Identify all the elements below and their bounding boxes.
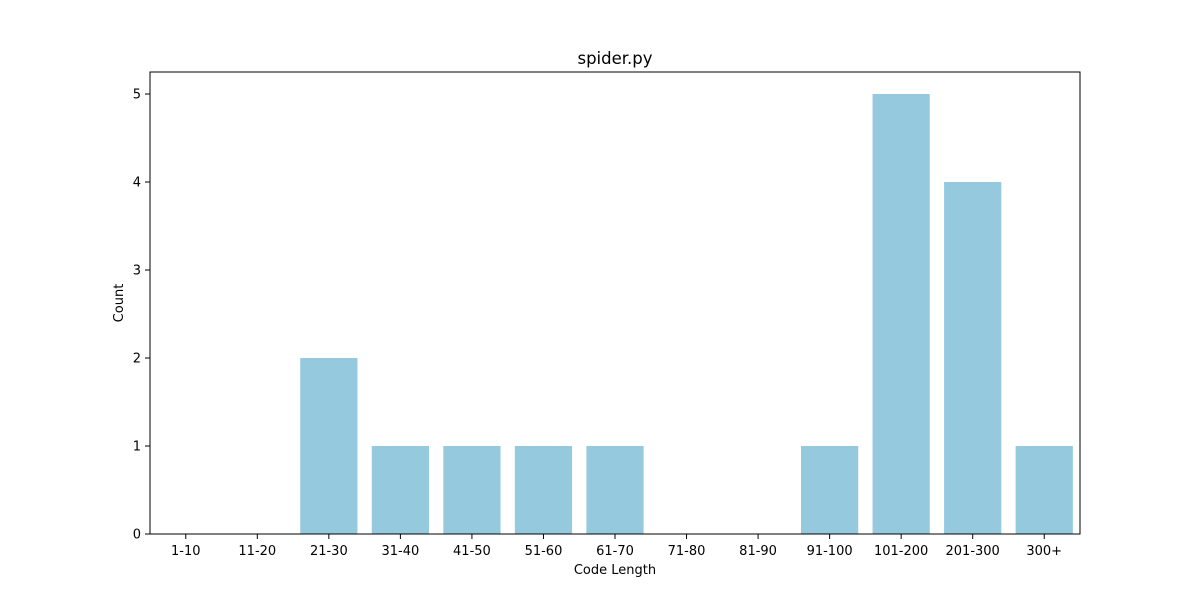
x-tick-label: 71-80 — [668, 544, 706, 559]
x-axis-label: Code Length — [574, 563, 656, 578]
x-tick-label: 31-40 — [381, 544, 419, 559]
x-tick-label: 300+ — [1026, 544, 1062, 559]
x-tick-label: 91-100 — [807, 544, 853, 559]
y-axis-label: Count — [112, 284, 127, 323]
y-tick-label: 3 — [133, 264, 141, 279]
x-tick-label: 81-90 — [739, 544, 777, 559]
bar-21-30 — [300, 358, 358, 534]
bar-91-100 — [801, 446, 859, 534]
y-tick-label: 2 — [133, 352, 141, 367]
bar-61-70 — [586, 446, 644, 534]
bars-group — [300, 94, 1073, 534]
y-tick-label: 1 — [133, 440, 141, 455]
y-tick-label: 4 — [133, 176, 141, 191]
x-tick-label: 101-200 — [874, 544, 928, 559]
y-tick-label: 0 — [133, 528, 141, 543]
x-tick-label: 1-10 — [171, 544, 201, 559]
x-tick-label: 11-20 — [238, 544, 276, 559]
x-tick-label: 51-60 — [525, 544, 563, 559]
bar-31-40 — [371, 446, 429, 534]
plot-frame — [149, 71, 1081, 535]
x-tick-label: 21-30 — [310, 544, 348, 559]
bar-41-50 — [443, 446, 501, 534]
x-tick-label: 201-300 — [946, 544, 1000, 559]
chart-title: spider.py — [577, 49, 652, 68]
x-tick-label: 61-70 — [596, 544, 634, 559]
bar-300+ — [1015, 446, 1073, 534]
bar-201-300 — [944, 182, 1002, 534]
bar-101-200 — [872, 94, 930, 534]
x-tick-label: 41-50 — [453, 544, 491, 559]
ticks-group: 1-10 11-20 21-30 31-40 41-50 51-60 61-70 71-80 8… — [133, 88, 1062, 560]
bar-51-60 — [514, 446, 573, 534]
y-tick-label: 5 — [133, 88, 141, 103]
